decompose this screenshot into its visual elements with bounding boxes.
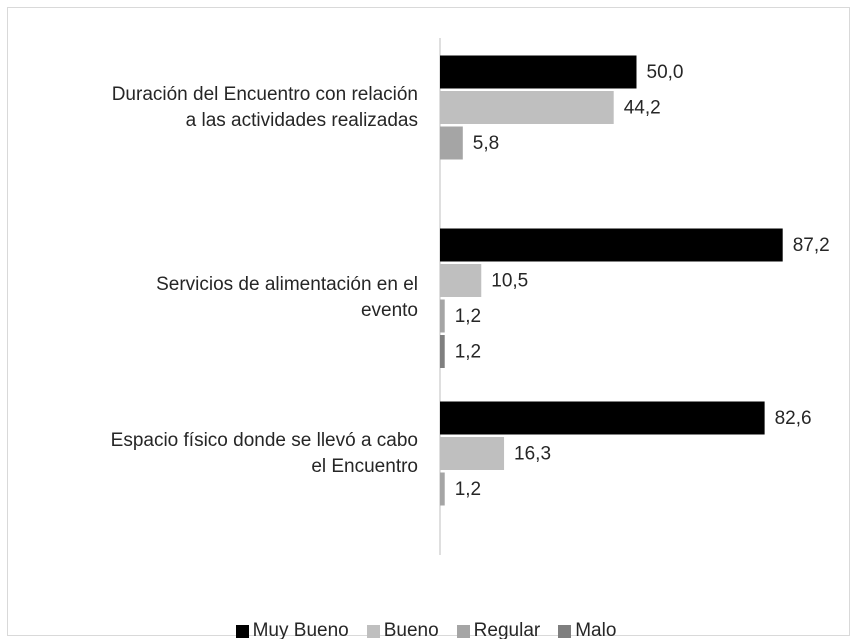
- legend-label: Malo: [575, 620, 617, 639]
- value-label: 44,2: [624, 98, 661, 119]
- bar: [440, 91, 614, 124]
- bar: [440, 437, 505, 470]
- category-label: Servicios de alimentación en el evento: [156, 274, 418, 322]
- bar: [440, 299, 445, 333]
- bar: [440, 335, 445, 368]
- legend-swatch: [235, 624, 249, 638]
- legend-swatch: [366, 624, 380, 638]
- value-label: 16,3: [514, 444, 551, 465]
- bar: [440, 228, 783, 262]
- legend-item: Regular: [456, 620, 541, 639]
- value-label: 10,5: [491, 271, 528, 292]
- category-label: Duración del Encuentro con relación a la…: [111, 83, 418, 131]
- legend-item: Malo: [558, 620, 616, 639]
- value-label: 1,2: [455, 306, 481, 327]
- legend-label: Bueno: [383, 620, 439, 639]
- value-label: 1,2: [455, 479, 481, 500]
- frame: [7, 7, 850, 636]
- bar: [440, 55, 637, 89]
- value-label: 50,0: [647, 62, 684, 83]
- legend-label: Muy Bueno: [252, 620, 349, 639]
- value-label: 82,6: [775, 408, 812, 429]
- legend-swatch: [456, 624, 470, 638]
- bar: [440, 472, 445, 506]
- legend-swatch: [558, 624, 572, 638]
- value-label: 1,2: [455, 342, 481, 363]
- bar: [440, 401, 765, 435]
- value-label: 87,2: [793, 235, 830, 256]
- bar: [440, 264, 482, 297]
- legend: Muy Bueno Bueno Regular Malo: [0, 620, 852, 639]
- bar: [440, 126, 463, 160]
- legend-item: Bueno: [366, 620, 439, 639]
- legend-label: Regular: [473, 620, 541, 639]
- value-label: 5,8: [473, 133, 499, 154]
- legend-item: Muy Bueno: [235, 620, 349, 639]
- category-label: Espacio físico donde se llevó a cabo el …: [110, 429, 418, 477]
